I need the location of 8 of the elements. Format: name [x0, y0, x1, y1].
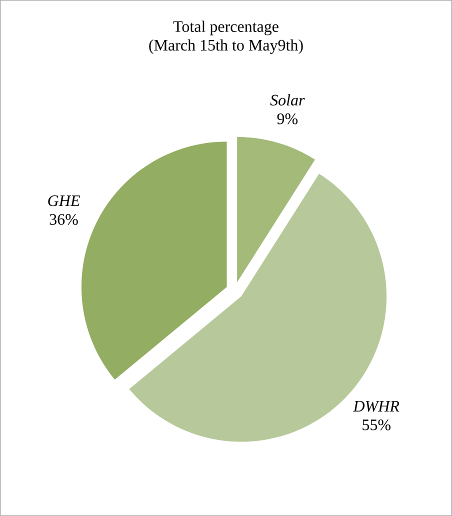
- data-label: 9%: [277, 113, 298, 124]
- slice-label: Solar: [270, 94, 305, 106]
- slice-label: DWHR: [353, 400, 400, 412]
- slice-label: GHE: [48, 195, 80, 206]
- data-label: 36%: [50, 214, 78, 225]
- chart-subtitle: (March 15th to May9th): [149, 39, 303, 54]
- data-label: 55%: [362, 419, 390, 430]
- chart-title: Total percentage: [173, 20, 278, 36]
